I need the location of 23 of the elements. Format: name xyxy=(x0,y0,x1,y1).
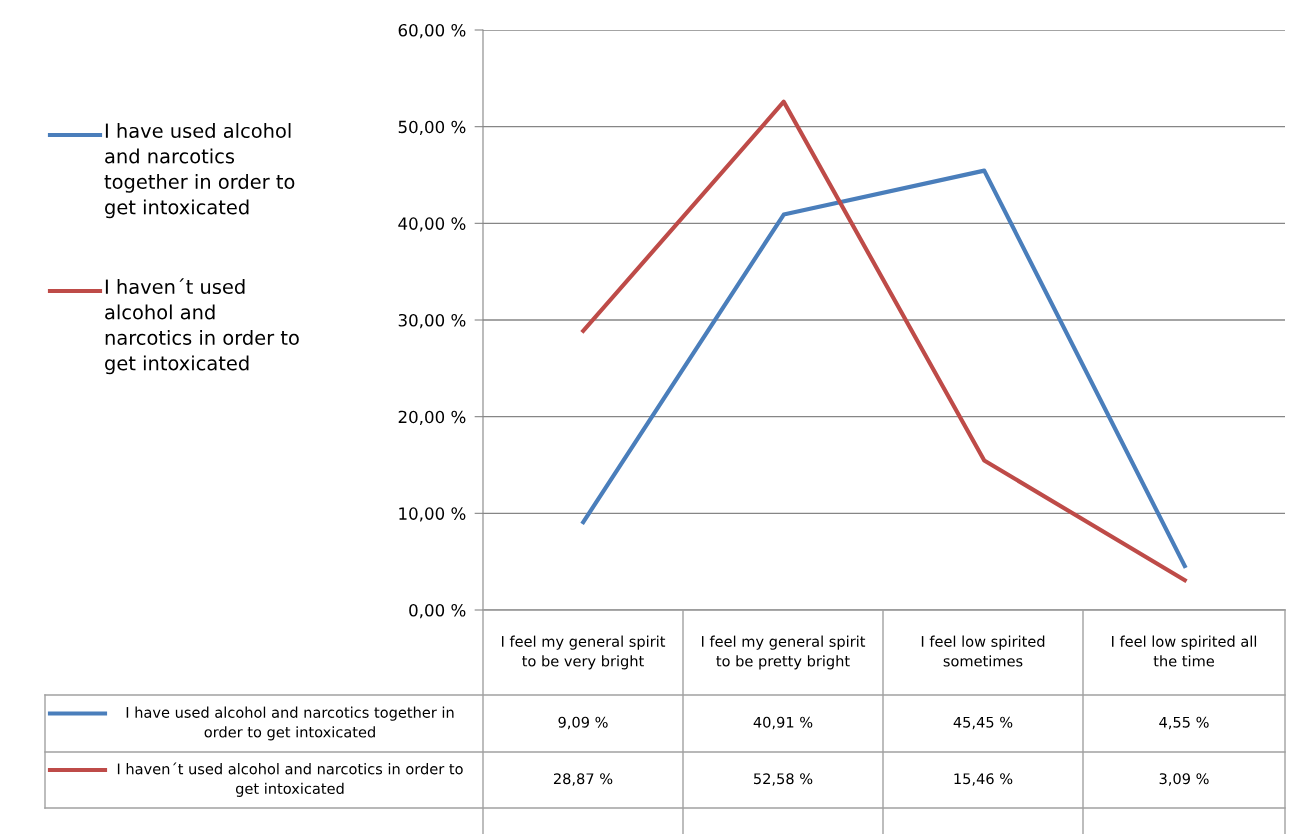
data-label: 52,58 % xyxy=(754,773,813,786)
y-tick-label: 30,00 % xyxy=(398,313,466,329)
x-tick-label: I feel my general spirit to be pretty bright xyxy=(701,635,866,670)
x-tick-label: I feel low spirited all the time xyxy=(1112,635,1257,667)
y-tick-label: 10,00 % xyxy=(399,507,466,522)
text: I have used alcohol and narcotics together in order to get intoxicated xyxy=(104,123,295,219)
data-label: 3,09 % xyxy=(1159,773,1209,786)
x-tick-label: I feel my general spirit to be very bright xyxy=(501,635,666,670)
data-label: 40,91 % xyxy=(753,716,813,730)
y-tick-label: 40,00 % xyxy=(398,217,466,232)
data-label: 15,46 % xyxy=(954,773,1013,786)
data-label: 45,45 % xyxy=(953,716,1013,730)
y-tick-label: 0,00 % xyxy=(409,603,466,619)
data-label: 9,09 % xyxy=(558,716,608,730)
text: I haven´t used alcohol and narcotics in order to get intoxicated xyxy=(105,278,299,375)
y-tick-label: 60,00 % xyxy=(398,23,466,39)
y-tick-label: 50,00 % xyxy=(398,120,466,135)
y-tick-label: 20,00 % xyxy=(398,410,466,425)
x-tick-label: I feel low spirited sometimes xyxy=(921,635,1045,667)
data-label: 28,87 % xyxy=(553,773,613,786)
legend-label: I haven´t used alcohol and narcotics in order to get intoxicated xyxy=(117,762,463,797)
legend-label: I have used alcohol and narcotics together in order to get intoxicated xyxy=(126,706,454,741)
data-label: 4,55 % xyxy=(1159,716,1209,730)
